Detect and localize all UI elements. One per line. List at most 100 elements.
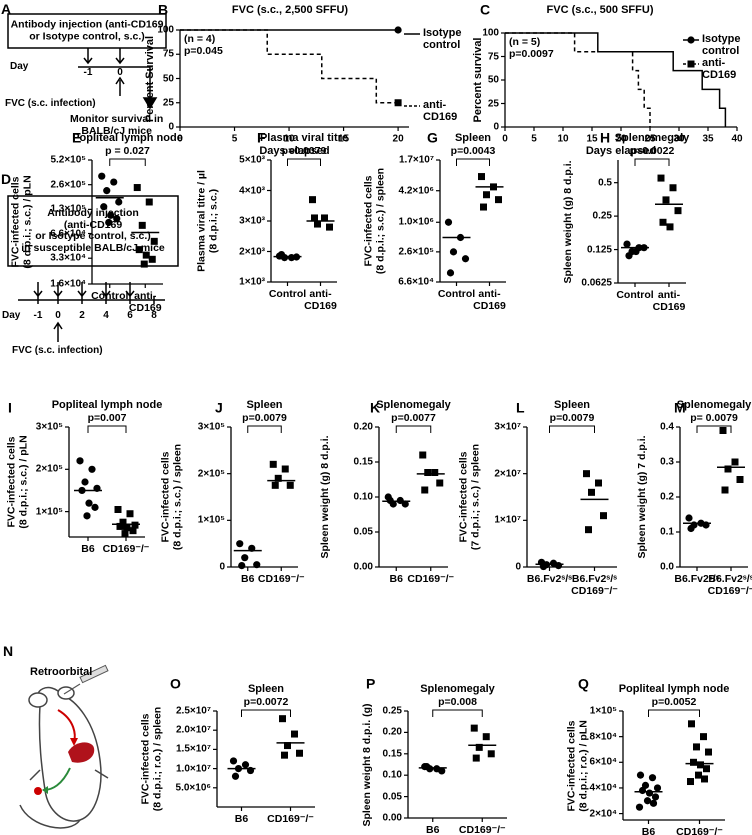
day-tick: -1 (83, 67, 93, 78)
panel-letter: B (158, 1, 169, 18)
y-tick-label: 6×10⁴ (589, 756, 617, 768)
y-tick-label: 0.05 (353, 526, 373, 538)
data-point (470, 724, 478, 732)
y-tick-label: 3×10³ (239, 215, 265, 227)
mouse-ear (28, 692, 48, 708)
x-tick-label: CD169⁻/⁻ (102, 543, 150, 555)
legend-label: anti- CD169 (702, 56, 737, 81)
y-tick-label: 75 (487, 51, 499, 62)
infection-label: FVC (s.c. infection) (5, 98, 96, 109)
arrow-head (70, 738, 78, 746)
data-point (695, 771, 702, 779)
y-tick-label: 50 (162, 73, 174, 84)
data-point (643, 797, 652, 805)
x-tick-label: B6 (641, 826, 656, 835)
data-point (651, 793, 660, 801)
chart-title: Plasma viral titre (259, 131, 349, 144)
data-point (145, 198, 153, 206)
diagram-a (7, 13, 167, 110)
x-tick-label: anti- CD169 (304, 288, 337, 312)
data-point (649, 799, 658, 807)
chart-title: Popliteal lymph node (72, 131, 183, 144)
data-point (311, 214, 318, 222)
outcome-label: Monitor survival in BALB/cJ mice (70, 113, 164, 137)
x-tick-label: B6 (389, 573, 403, 585)
y-axis-label: FVC-infected cells (8 d.p.i.; r.o.) / pL… (565, 719, 589, 812)
y-axis-label: Spleen weight (g) 7 d.p.i. (636, 435, 649, 559)
data-point (446, 269, 455, 277)
infection-arrow (53, 321, 63, 342)
infection-label: FVC (s.c. infection) (12, 345, 103, 356)
diagram-n (19, 664, 109, 829)
x-tick-label: Control (616, 289, 654, 301)
x-tick-label: CD169⁻/⁻ (267, 813, 314, 825)
y-tick-label: 5.2×10⁵ (50, 154, 86, 166)
x-tick-label: 20 (615, 133, 627, 145)
diagram-box-text: Antibody injection (anti-CD169 or Isotyp… (10, 18, 164, 42)
x-axis-label: Days elapsed (585, 144, 657, 157)
y-tick-label: 0.15 (382, 748, 402, 760)
significance-bracket (648, 709, 700, 717)
route-label: Retroorbital (30, 666, 93, 678)
data-point (472, 754, 480, 762)
data-point (687, 524, 695, 533)
data-point (653, 784, 662, 792)
data-point (91, 503, 99, 511)
data-point (116, 522, 124, 530)
y-tick-label: 1.5×10⁷ (176, 743, 211, 755)
lymph-node (34, 787, 42, 795)
data-point (666, 223, 674, 231)
data-point (703, 765, 710, 773)
x-axis-label: Days elapsed (259, 144, 330, 157)
syringe (79, 664, 109, 684)
data-point (88, 465, 96, 473)
panel-letter: A (1, 1, 12, 17)
y-tick-label: 1×10³ (239, 276, 265, 288)
data-point (100, 203, 108, 211)
data-point (449, 248, 458, 256)
y-tick-label: 0 (493, 121, 499, 133)
p-value: p=0.0072 (243, 696, 289, 709)
day-tick: 4 (103, 310, 109, 321)
y-tick-label: 0 (219, 561, 225, 573)
x-tick-label: 35 (702, 133, 714, 145)
x-tick-label: CD169⁻/⁻ (257, 573, 305, 585)
y-axis-label: FVC-infected cells (8 d.p.i.; r.o.) / sp… (139, 706, 163, 812)
p-value: p=0.0077 (391, 412, 436, 425)
mouse-tail (19, 804, 81, 829)
y-tick-label: 50 (487, 74, 499, 86)
arrow-head (42, 786, 48, 794)
x-tick-label: B6 (426, 824, 440, 835)
data-point (659, 218, 667, 226)
survival-line (505, 32, 651, 127)
data-point (424, 469, 432, 476)
y-tick-label: 0.1 (660, 526, 674, 538)
data-point (105, 218, 113, 227)
data-point (482, 733, 490, 741)
data-point (281, 465, 289, 473)
x-tick-label: 0 (177, 133, 183, 145)
y-axis-label: FVC-infected cells (7 d.p.i.; s.c.) / sp… (457, 443, 481, 551)
data-point (436, 479, 444, 487)
syringe-needle (63, 683, 81, 695)
injection-arrows (33, 282, 135, 298)
data-point (461, 255, 470, 263)
y-axis-label: Spleen weight (g) 8 d.p.i. (562, 159, 575, 284)
y-tick-label: 2×10⁷ (494, 468, 521, 480)
y-tick-label: 3.3×10⁴ (50, 252, 86, 264)
y-tick-label: 0.125 (586, 244, 612, 256)
data-point (148, 255, 156, 263)
data-point (736, 476, 744, 483)
x-tick-label: 10 (283, 133, 295, 145)
data-point (645, 789, 654, 797)
arrow-head (83, 57, 93, 65)
chart-title: Spleen (246, 398, 283, 411)
y-tick-label: 0.05 (382, 791, 402, 803)
data-point (431, 469, 439, 476)
data-point (81, 478, 89, 486)
data-point (657, 174, 665, 182)
y-tick-label: 2.5×10⁷ (176, 705, 211, 717)
y-tick-label: 0.25 (382, 705, 402, 717)
data-point (475, 743, 483, 751)
